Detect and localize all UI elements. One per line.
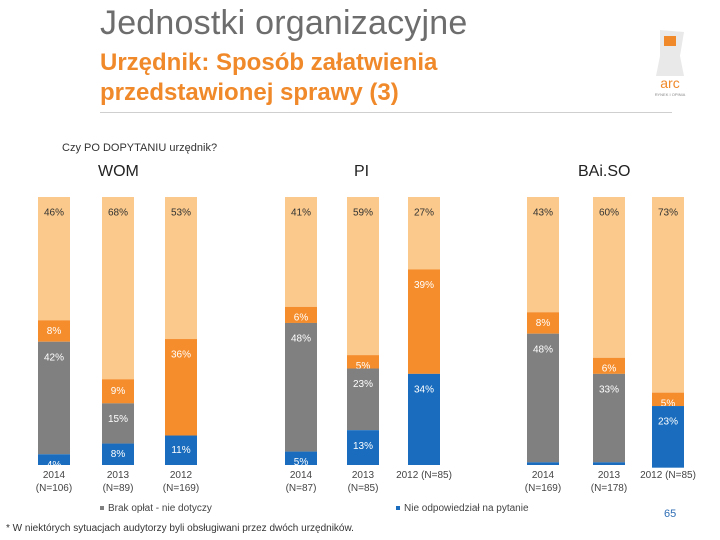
bar-segment-peach (593, 197, 625, 358)
data-label: 4% (47, 460, 62, 471)
data-label: 15% (108, 414, 128, 425)
page-title: Jednostki organizacyjne (100, 4, 468, 42)
question-text: Czy PO DOPYTANIU urzędnik? (62, 142, 218, 154)
data-label: 6% (294, 313, 309, 324)
legend-label: Nie odpowiedział na pytanie (404, 503, 529, 514)
data-label: 43% (533, 208, 553, 219)
category-label: 2013 (N=89) (103, 470, 134, 494)
bar-segment-blue (102, 443, 134, 465)
data-label: 9% (111, 386, 126, 397)
data-label: 23% (658, 417, 678, 428)
category-label: 2013 (N=85) (348, 470, 379, 494)
bar-segment-peach (102, 197, 134, 380)
data-label: 8% (47, 326, 62, 337)
logo-wordmark: arc (660, 75, 679, 91)
data-label: 1% (602, 468, 617, 479)
bar-segment-orange (38, 320, 70, 342)
bar-segment-blue (593, 462, 625, 465)
legend-item-brak-oplat: Brak opłat - nie dotyczy (100, 503, 212, 514)
logo-tagline: RYNEK I OPINIA (655, 92, 686, 97)
data-label: 34% (414, 385, 434, 396)
bar-segment-blue (347, 430, 379, 465)
data-label: 6% (602, 363, 617, 374)
bar-segment-blue (652, 406, 684, 468)
page-subtitle: Urzędnik: Sposób załatwienia przedstawio… (100, 48, 560, 108)
data-label: 23% (353, 379, 373, 390)
legend-label: Brak opłat - nie dotyczy (108, 503, 212, 514)
data-label: 5% (356, 361, 371, 372)
bar-segment-orange (165, 339, 197, 436)
data-label: 5% (294, 457, 309, 468)
data-label: 1% (536, 468, 551, 479)
data-label: 11% (171, 445, 190, 456)
data-label: 33% (599, 385, 619, 396)
data-label: 41% (291, 208, 311, 219)
arc-logo: arc RYNEK I OPINIA (655, 30, 686, 97)
data-label: 48% (291, 334, 311, 345)
category-label: 2014 (N=87) (286, 470, 317, 494)
bar-segment-gray (102, 403, 134, 444)
data-label: 8% (111, 449, 126, 460)
category-label: 2013 (N=178) (591, 470, 627, 494)
group-label-wom: WOM (98, 163, 139, 180)
category-label: 2014 (N=169) (525, 470, 561, 494)
bar-segment-orange (347, 355, 379, 369)
category-label: 2012 (N=169) (163, 470, 199, 494)
bar-segment-peach (165, 197, 197, 340)
legend-item-nie-odpowiedzial: Nie odpowiedział na pytanie (396, 503, 529, 514)
category-label: 2012 (N=85) (396, 470, 452, 481)
data-label: 59% (353, 208, 373, 219)
data-label: 27% (414, 208, 434, 219)
legend-marker (396, 506, 400, 511)
legend-marker (100, 506, 104, 511)
bar-segment-orange (527, 312, 559, 334)
bar-segment-gray (593, 373, 625, 463)
data-label: 46% (44, 208, 64, 219)
data-label: 13% (353, 441, 373, 452)
bar-segment-peach (527, 197, 559, 313)
group-label-baiso: BAi.SO (578, 163, 631, 180)
data-label: 39% (414, 280, 434, 291)
group-label-pi: PI (354, 163, 370, 180)
data-label: 5% (661, 398, 676, 409)
bar-segment-peach (408, 197, 440, 270)
bar-segment-blue (285, 451, 317, 465)
header-divider (100, 112, 672, 113)
bar-segment-gray (285, 322, 317, 452)
bar-segment-blue (165, 435, 197, 465)
data-label: 53% (171, 208, 191, 219)
bar-segment-orange (102, 379, 134, 404)
logo-lighthouse-icon (656, 30, 684, 76)
category-label: 2014 (N=106) (36, 470, 72, 494)
bar-segment-gray (347, 368, 379, 431)
bar-segment-orange (285, 306, 317, 323)
bar-segment-peach (347, 197, 379, 356)
data-label: 42% (44, 352, 64, 363)
bar-segment-orange (408, 269, 440, 374)
bar-segment-peach (652, 197, 684, 393)
bar-segment-orange (593, 357, 625, 374)
bar-segment-peach (38, 197, 70, 321)
data-label: 48% (533, 344, 553, 355)
data-label: 73% (658, 208, 678, 219)
subtitle-line-2: przedstawionej sprawy (3) (100, 79, 399, 106)
bar-segment-blue (38, 454, 70, 465)
bar-segment-orange (652, 392, 684, 407)
bar-segment-peach (285, 197, 317, 307)
subtitle-line-1: Urzędnik: Sposób załatwienia (100, 49, 438, 76)
data-label: 68% (108, 208, 128, 219)
bar-segment-blue (408, 373, 440, 465)
data-label: 8% (536, 318, 551, 329)
bar-segment-blue (527, 462, 559, 465)
bar-segment-gray (38, 341, 70, 455)
footnote: * W niektórych sytuacjach audytorzy byli… (6, 523, 354, 534)
bar-segment-gray (527, 333, 559, 463)
data-label: 36% (171, 350, 191, 361)
category-label: 2012 (N=85) (640, 470, 696, 481)
data-label: 60% (599, 208, 619, 219)
page-number: 65 (664, 508, 677, 520)
